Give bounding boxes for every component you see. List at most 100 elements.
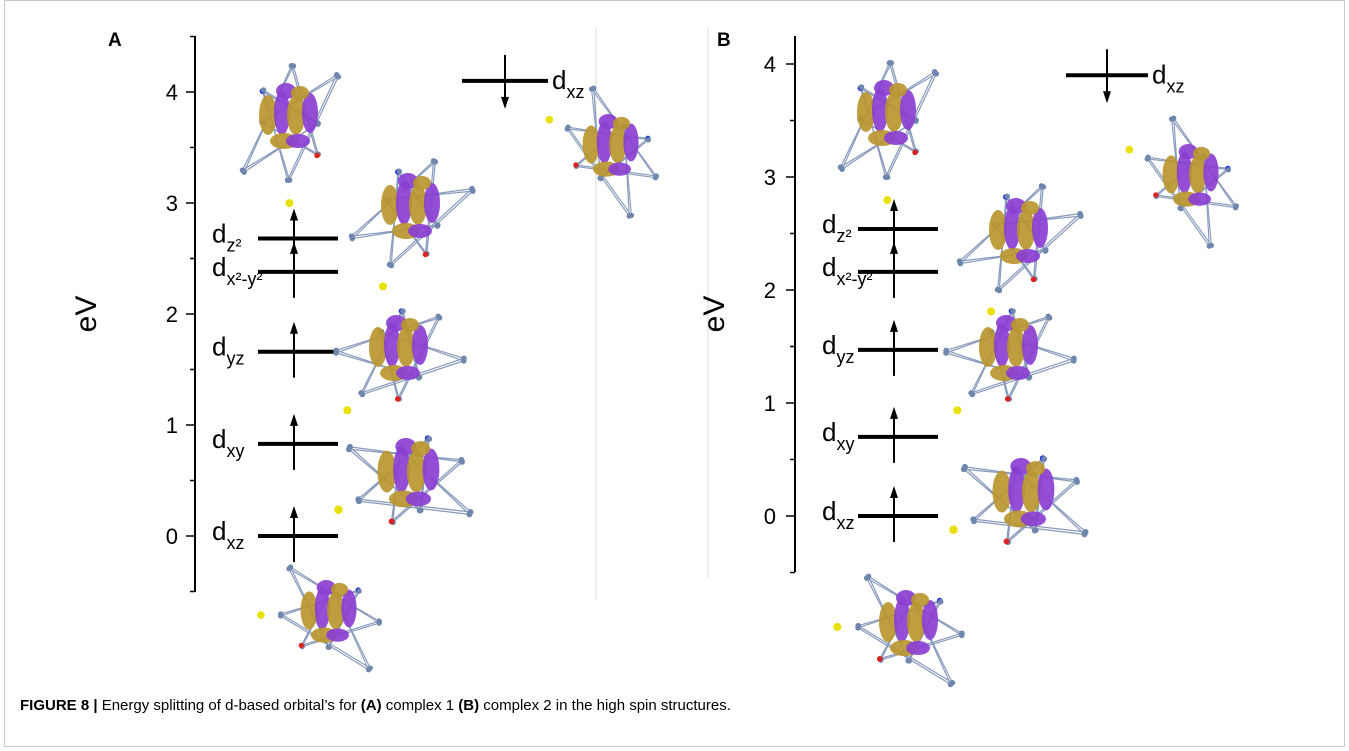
panel-b-tick-label: 3 bbox=[764, 165, 776, 190]
orbital-lobe bbox=[872, 88, 888, 132]
atom bbox=[876, 656, 883, 662]
orbital-structure-4 bbox=[833, 573, 965, 688]
panel-a-level-label-5: dxz bbox=[552, 65, 584, 102]
atom bbox=[298, 642, 304, 649]
orbital-lobe bbox=[259, 95, 277, 135]
atom bbox=[434, 223, 441, 229]
orbital-lobe bbox=[994, 323, 1010, 367]
orbital-lobe bbox=[1004, 206, 1020, 250]
atom bbox=[626, 213, 632, 219]
panel-b-spin-arrowhead-4 bbox=[890, 198, 898, 211]
bond bbox=[998, 215, 1082, 291]
atom bbox=[376, 620, 382, 626]
atom bbox=[1078, 213, 1084, 219]
orbital-lobe bbox=[406, 450, 426, 493]
panel-b-tick-label: 0 bbox=[764, 504, 776, 529]
atom bbox=[436, 315, 443, 321]
atom bbox=[837, 164, 844, 170]
orbital-lobe bbox=[907, 602, 925, 642]
atom bbox=[855, 622, 861, 629]
orbital-lobe bbox=[300, 591, 318, 630]
orbital-lobe bbox=[314, 587, 330, 630]
panel-a-spin-arrowhead-0 bbox=[290, 506, 298, 518]
orbital-structure-5 bbox=[545, 85, 659, 219]
atom bbox=[1004, 193, 1011, 200]
orbital-lobe bbox=[396, 181, 412, 225]
orbital-lobe bbox=[596, 121, 612, 164]
panel-a-level-label-1: dxy bbox=[212, 424, 244, 461]
atom bbox=[968, 390, 974, 396]
caption-text-3: complex 2 in the high spin structures. bbox=[479, 697, 731, 714]
panel-a-spin-arrowhead-1 bbox=[290, 413, 298, 426]
orbital-structure-4 bbox=[257, 564, 382, 673]
orbital-lobe bbox=[412, 325, 428, 365]
panel-b: B 0 1 2 3 4 eV dxz dxy dyz dx²-y² dz² dxz bbox=[698, 28, 1239, 688]
panel-a-letter: A bbox=[108, 30, 122, 51]
atom bbox=[287, 564, 294, 570]
panel-a-axis-label: eV bbox=[70, 296, 103, 333]
orbital-lobe bbox=[879, 602, 897, 642]
atom bbox=[1010, 308, 1016, 314]
orbital-lobe bbox=[874, 80, 894, 96]
orbital-lobe bbox=[287, 95, 305, 135]
panel-a-level-label-3: dx²-y² bbox=[212, 252, 262, 289]
orbital-lobe bbox=[1010, 458, 1032, 475]
panel-b-level-label-2: dyz bbox=[822, 330, 854, 367]
atom bbox=[396, 168, 403, 175]
atom bbox=[1042, 248, 1049, 254]
panel-a-spin-arrowhead-2 bbox=[290, 321, 298, 334]
panel-b-spin-arrowhead-1 bbox=[890, 406, 898, 419]
bond bbox=[857, 627, 951, 685]
caption-text-2: complex 1 bbox=[381, 697, 459, 714]
atom bbox=[1177, 205, 1183, 211]
atom bbox=[314, 152, 320, 159]
atom bbox=[1153, 192, 1159, 198]
orbital-lobe bbox=[1021, 201, 1039, 215]
orbital-lobe bbox=[612, 116, 631, 131]
orbital-lobe bbox=[286, 134, 310, 148]
orbital-structure-2 bbox=[333, 308, 467, 415]
atom bbox=[1046, 315, 1053, 321]
orbital-lobe bbox=[424, 183, 440, 223]
orbital-structure-2 bbox=[943, 308, 1077, 415]
orbital-lobe bbox=[408, 224, 432, 238]
orbital-lobe bbox=[582, 125, 600, 164]
orbital-lobe bbox=[397, 327, 415, 367]
panel-a-tick-label: 2 bbox=[166, 302, 178, 327]
atom bbox=[416, 507, 423, 514]
atom bbox=[355, 496, 362, 503]
panel-b-spin-arrowhead-0 bbox=[890, 486, 898, 498]
sulfur-atom bbox=[987, 307, 996, 316]
atom bbox=[912, 149, 918, 156]
orbital-lobe bbox=[1188, 192, 1211, 206]
orbital-lobe bbox=[291, 86, 309, 100]
orbital-lobe bbox=[326, 628, 349, 642]
panel-b-axis-label: eV bbox=[698, 296, 731, 333]
panel-a-tick-label: 0 bbox=[166, 524, 178, 549]
atom bbox=[358, 390, 364, 396]
orbital-lobe bbox=[989, 210, 1007, 250]
caption-ref-a: (A) bbox=[360, 697, 382, 714]
panel-b-tick-label: 2 bbox=[764, 278, 776, 303]
atom bbox=[573, 162, 579, 168]
panel-a-level-label-0: dxz bbox=[212, 516, 244, 553]
atom bbox=[1004, 396, 1011, 402]
atom bbox=[1070, 358, 1077, 364]
atom bbox=[400, 308, 406, 314]
panel-a-tick-label: 1 bbox=[166, 413, 178, 438]
atom bbox=[591, 85, 597, 91]
orbital-lobe bbox=[1011, 318, 1029, 332]
figure-frame bbox=[4, 0, 1345, 747]
orbital-lobe bbox=[341, 589, 357, 628]
sulfur-atom bbox=[257, 611, 265, 619]
orbital-structure-3 bbox=[949, 455, 1089, 546]
orbital-lobe bbox=[413, 176, 431, 190]
atom bbox=[333, 347, 339, 354]
atom bbox=[1145, 154, 1151, 160]
bond bbox=[1006, 479, 1077, 542]
atom bbox=[645, 137, 652, 143]
atom bbox=[947, 681, 954, 688]
orbital-lobe bbox=[274, 91, 290, 135]
atom bbox=[858, 84, 865, 90]
